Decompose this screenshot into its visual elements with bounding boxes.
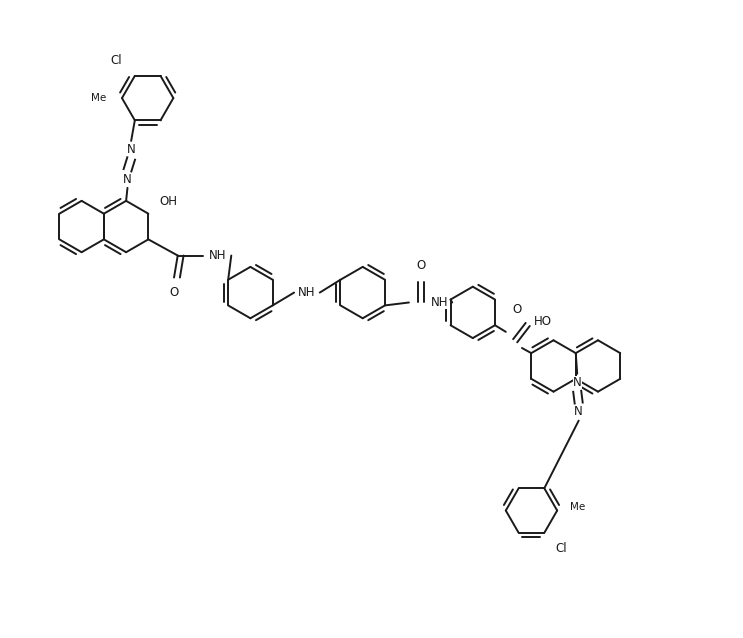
Text: Cl: Cl [555, 542, 567, 554]
Text: NH: NH [431, 296, 449, 309]
Text: O: O [513, 302, 522, 316]
Text: O: O [416, 260, 425, 272]
Text: NH: NH [210, 249, 227, 262]
Text: O: O [169, 286, 178, 299]
Text: Cl: Cl [110, 54, 122, 67]
Text: N: N [574, 405, 583, 419]
Text: N: N [573, 376, 582, 389]
Text: Me: Me [571, 502, 585, 512]
Text: Me: Me [91, 93, 106, 103]
Text: N: N [123, 172, 132, 186]
Text: NH: NH [298, 286, 315, 299]
Text: HO: HO [534, 315, 552, 328]
Text: OH: OH [159, 195, 178, 208]
Text: N: N [127, 143, 135, 156]
